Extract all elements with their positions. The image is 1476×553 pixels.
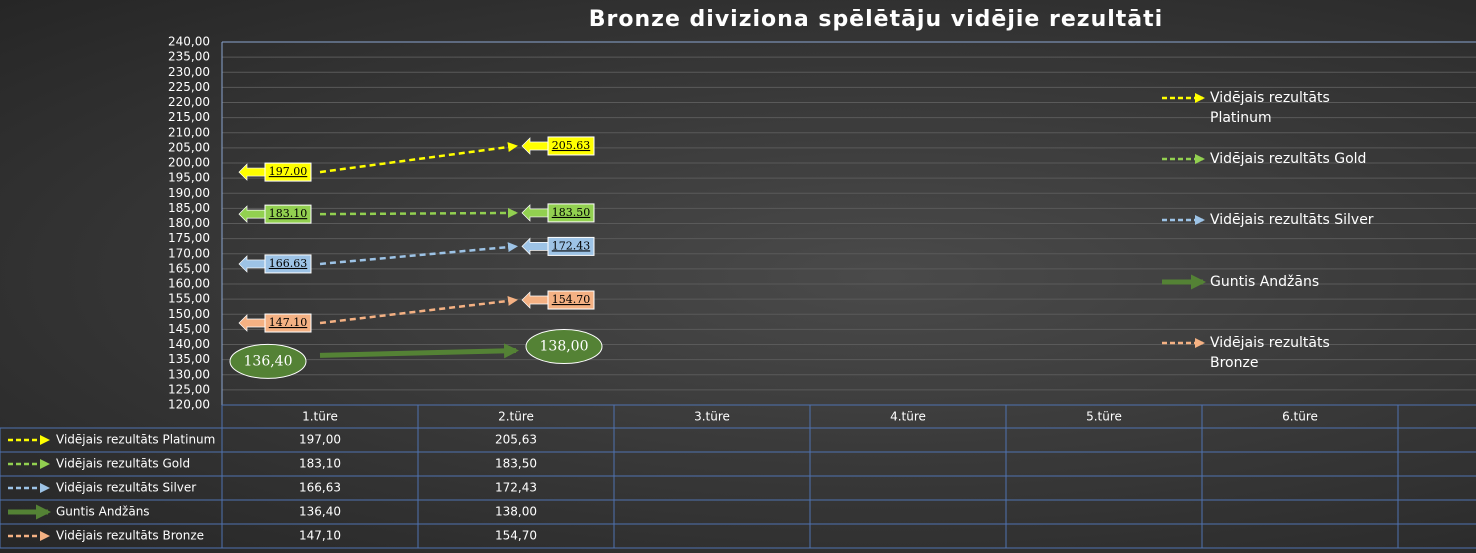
data-label: 138,00 [540,339,589,355]
y-tick-label: 125,00 [168,382,210,396]
callout-arrow [521,237,549,256]
data-label: 147.10 [269,316,308,329]
table-cell: 197,00 [299,433,341,447]
y-tick-label: 140,00 [168,337,210,351]
data-label: 183.10 [269,207,308,220]
legend-label: Vidējais rezultāts Silver [1210,212,1374,228]
series-line [319,142,518,174]
data-label-box [264,204,312,224]
data-label: 205.63 [552,139,591,152]
table-row-label: Guntis Andžāns [56,505,150,519]
data-label: 197.00 [269,165,308,178]
data-label-box [547,290,595,310]
x-tick-label: 1.türe [302,410,338,424]
x-tick-label: 6.türe [1282,410,1318,424]
series-line [319,343,519,359]
data-label-box [547,136,595,156]
data-label-box [547,203,595,223]
y-tick-label: 240,00 [168,35,210,49]
legend-label: Vidējais rezultāts Gold [1210,151,1367,167]
data-label-bubble [525,329,603,365]
y-tick-label: 230,00 [168,65,210,79]
y-tick-label: 195,00 [168,171,210,185]
data-label-box [264,162,312,182]
chart-title: Bronze diviziona spēlētāju vidējie rezul… [589,7,1163,32]
callout-arrow [238,163,266,181]
callout-arrow [521,137,549,155]
x-tick-label: 3.türe [694,410,730,424]
table-row-label: Vidējais rezultāts Bronze [56,529,204,543]
table-cell: 154,70 [495,529,537,543]
table-cell: 205,63 [495,433,537,447]
data-label: 166.63 [269,257,308,270]
table-cell: 172,43 [495,481,537,495]
series-line [319,207,518,218]
data-label-box [264,313,312,333]
series-line [319,295,518,325]
x-tick-label: 4.türe [890,410,926,424]
data-label-box [264,254,312,274]
y-tick-label: 160,00 [168,277,210,291]
callout-arrow [238,314,266,332]
y-tick-label: 150,00 [168,307,210,321]
y-tick-label: 120,00 [168,398,210,412]
y-tick-label: 190,00 [168,186,210,200]
y-tick-label: 185,00 [168,201,210,215]
callout-arrow [238,255,266,273]
legend-label: Vidējais rezultāts Platinum [1210,90,1330,126]
series-line [319,242,518,266]
y-tick-label: 205,00 [168,140,210,154]
y-tick-label: 225,00 [168,80,210,94]
legend-label: Vidējais rezultāts Bronze [1210,335,1330,371]
data-label: 136,40 [244,353,293,369]
y-tick-label: 135,00 [168,352,210,366]
callout-arrow [521,204,549,222]
y-tick-label: 170,00 [168,246,210,260]
callout-arrow [521,291,549,309]
table-cell: 136,40 [299,505,341,519]
data-label-box [547,236,595,256]
data-label: 183.50 [552,206,591,219]
table-row-label: Vidējais rezultāts Silver [56,481,196,495]
y-tick-label: 220,00 [168,95,210,109]
y-tick-label: 175,00 [168,231,210,245]
table-cell: 147,10 [299,529,341,543]
x-tick-label: 2.türe [498,410,534,424]
table-cell: 166,63 [299,481,341,495]
y-tick-label: 180,00 [168,216,210,230]
table-cell: 183,10 [299,457,341,471]
data-label-bubble [229,343,307,379]
table-row-label: Vidējais rezultāts Gold [56,457,190,471]
y-tick-label: 130,00 [168,367,210,381]
y-tick-label: 215,00 [168,110,210,124]
table-row-label: Vidējais rezultāts Platinum [56,433,215,447]
data-label: 154.70 [552,293,591,306]
x-tick-label: 5.türe [1086,410,1122,424]
data-label: 172.43 [552,239,591,252]
y-tick-label: 155,00 [168,292,210,306]
y-tick-label: 235,00 [168,50,210,64]
callout-arrow [238,205,266,223]
table-cell: 138,00 [495,505,537,519]
y-tick-label: 210,00 [168,125,210,139]
legend-label: Guntis Andžāns [1210,274,1320,290]
y-tick-label: 165,00 [168,261,210,275]
table-cell: 183,50 [495,457,537,471]
y-tick-label: 200,00 [168,156,210,170]
y-tick-label: 145,00 [168,322,210,336]
